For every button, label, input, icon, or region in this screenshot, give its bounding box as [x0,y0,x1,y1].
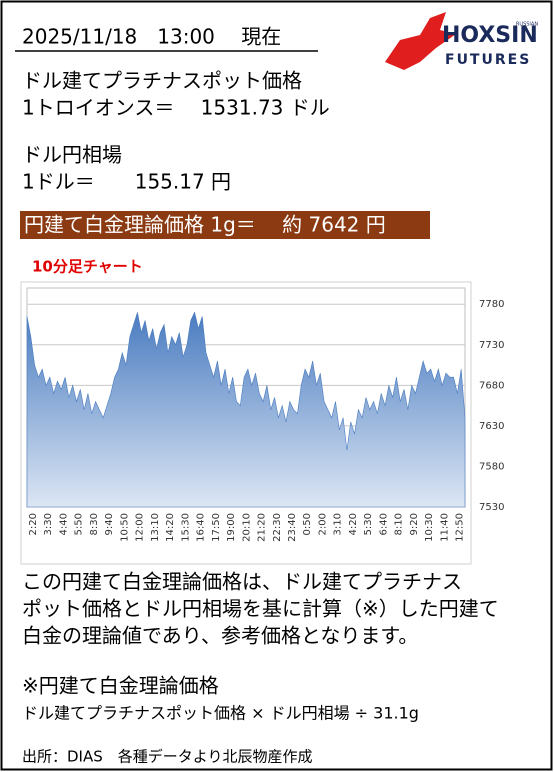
x-tick-label: 22:30 [272,513,283,542]
explanation-line: ポット価格とドル円相場を基に計算（※）した円建て [22,597,499,621]
x-tick-label: 11:40 [439,513,450,542]
x-tick-label: 16:40 [196,513,207,542]
explanation-line: 白金の理論値であり、参考価格となります。 [22,624,418,648]
x-tick-label: 3:30 [43,513,54,535]
y-tick-label: 7730 [479,340,504,351]
x-tick-label: 10:30 [424,513,435,542]
explanation-line: この円建て白金理論価格は、ドル建てプラチナス [22,570,462,594]
fx-label: ドル円相場 [22,143,122,167]
source: 出所：DIAS 各種データより北辰物産作成 [22,748,312,766]
x-tick-label: 14:20 [165,513,176,542]
x-tick-label: 3:10 [333,513,344,535]
x-tick-label: 9:40 [104,513,115,535]
x-tick-label: 12:00 [135,513,146,542]
y-tick-label: 7530 [479,502,504,513]
x-tick-label: 9:20 [409,513,420,535]
platinum-value: 1トロイオンス＝ 1531.73 ドル [22,96,330,120]
platinum-label: ドル建てプラチナスポット価格 [22,69,302,93]
y-tick-label: 7580 [479,461,504,472]
x-tick-label: 5:50 [74,513,85,535]
banner-text: 円建て白金理論価格 1g＝ 約 7642 円 [24,213,386,237]
y-tick-label: 7630 [479,421,504,432]
x-tick-label: 20:10 [241,513,252,542]
x-tick-label: 21:20 [257,513,268,542]
x-tick-label: 23:40 [287,513,298,542]
x-tick-label: 15:30 [180,513,191,542]
x-tick-label: 8:10 [394,513,405,535]
x-tick-label: 6:40 [378,513,389,535]
y-tick-label: 7780 [479,299,504,310]
y-tick-label: 7680 [479,380,504,391]
x-tick-label: 4:40 [58,513,69,535]
x-tick-label: 17:50 [211,513,222,542]
x-tick-label: 12:50 [455,513,466,542]
x-tick-label: 5:30 [363,513,374,535]
fx-value: 1ドル＝ 155.17 円 [22,170,231,194]
formula-text: ドル建てプラチナスポット価格 × ドル円相場 ÷ 31.1g [22,704,419,723]
x-tick-label: 2:00 [317,513,328,535]
logo: HOXSIN RUSSIAN FUTURES [385,12,538,70]
datetime: 2025/11/18 13:00 現在 [22,25,281,49]
x-tick-label: 0:50 [302,513,313,535]
x-tick-label: 2:20 [28,513,39,535]
x-tick-label: 8:30 [89,513,100,535]
x-tick-label: 13:10 [150,513,161,542]
logo-sub: FUTURES [445,52,531,68]
area [26,311,466,508]
logo-tag: RUSSIAN [516,22,538,28]
chart: 7530 7580 7630 7680 7730 7780 2:20 3:30 4:40 5:50… [26,287,504,542]
x-tick-label: 19:00 [226,513,237,542]
x-tick-label: 4:20 [348,513,359,535]
banner-bg [20,211,430,239]
formula-title: ※円建て白金理論価格 [22,674,219,698]
chart-title: 10分足チャート [32,258,143,276]
x-tick-label: 10:50 [119,513,130,542]
logo-mark [385,12,456,70]
logo-brand: HOXSIN [442,23,538,48]
